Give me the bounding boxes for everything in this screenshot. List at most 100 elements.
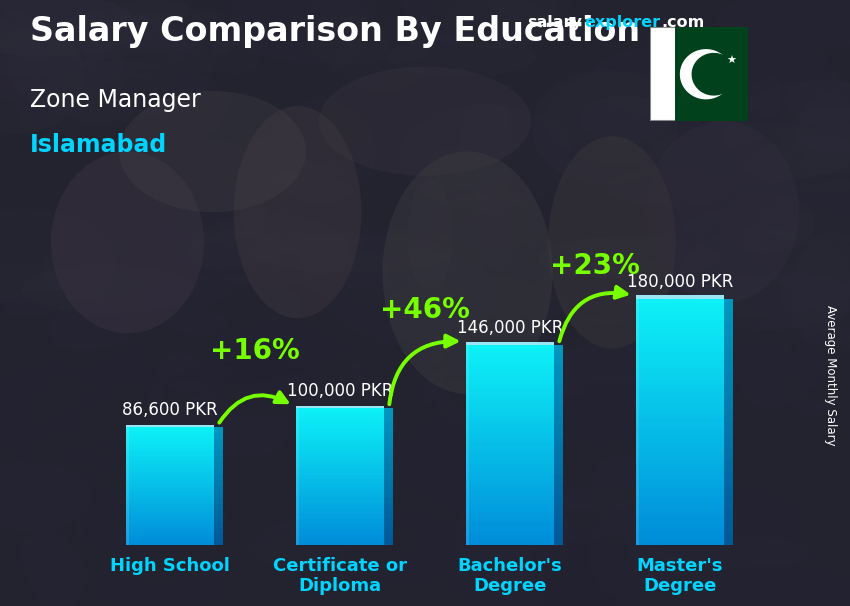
Bar: [214, 528, 223, 533]
Ellipse shape: [546, 381, 680, 458]
Ellipse shape: [0, 0, 139, 56]
Bar: [126, 437, 214, 439]
Bar: [214, 480, 223, 486]
Text: 100,000 PKR: 100,000 PKR: [286, 382, 394, 400]
Bar: [126, 468, 214, 470]
Bar: [126, 484, 214, 486]
Bar: [466, 495, 554, 499]
Bar: [296, 536, 384, 539]
Bar: [126, 472, 214, 474]
Bar: [724, 324, 733, 336]
Ellipse shape: [0, 263, 144, 304]
Ellipse shape: [104, 442, 210, 516]
Ellipse shape: [375, 217, 507, 271]
Ellipse shape: [511, 570, 641, 606]
Bar: [636, 529, 724, 533]
Bar: [296, 474, 384, 477]
Bar: [466, 362, 554, 365]
Ellipse shape: [432, 0, 569, 37]
Bar: [636, 492, 724, 496]
Bar: [636, 402, 724, 405]
Bar: [636, 361, 724, 365]
Bar: [466, 532, 554, 535]
Ellipse shape: [544, 339, 694, 427]
Ellipse shape: [382, 152, 552, 394]
Bar: [636, 422, 724, 426]
Bar: [214, 462, 223, 468]
Ellipse shape: [37, 438, 226, 554]
Bar: [636, 315, 724, 319]
Bar: [636, 381, 724, 385]
Bar: [296, 427, 384, 429]
Bar: [296, 488, 384, 491]
Bar: [554, 405, 563, 415]
Bar: [126, 541, 214, 544]
Bar: [636, 442, 724, 447]
Ellipse shape: [676, 565, 850, 606]
Bar: [724, 447, 733, 459]
Ellipse shape: [477, 334, 529, 395]
Bar: [126, 512, 214, 514]
Bar: [296, 424, 384, 427]
Ellipse shape: [141, 275, 302, 336]
Bar: [296, 472, 384, 474]
Ellipse shape: [663, 435, 782, 477]
Bar: [296, 433, 384, 436]
Bar: [384, 436, 393, 442]
Text: +23%: +23%: [550, 252, 640, 280]
Ellipse shape: [31, 373, 100, 488]
Bar: [126, 502, 214, 504]
Bar: [126, 536, 214, 538]
Bar: [126, 508, 214, 510]
Ellipse shape: [472, 238, 589, 321]
Ellipse shape: [462, 323, 598, 393]
Bar: [724, 311, 733, 324]
Bar: [636, 336, 724, 340]
Bar: [214, 439, 223, 445]
Bar: [384, 511, 393, 518]
Bar: [296, 500, 384, 502]
Ellipse shape: [496, 318, 688, 395]
Ellipse shape: [0, 210, 124, 292]
Ellipse shape: [588, 496, 717, 606]
Ellipse shape: [173, 165, 268, 243]
Bar: [466, 459, 554, 462]
Ellipse shape: [541, 249, 674, 323]
Bar: [554, 495, 563, 505]
Ellipse shape: [428, 195, 547, 251]
Ellipse shape: [632, 307, 824, 415]
Bar: [636, 393, 724, 398]
Ellipse shape: [110, 545, 220, 581]
Ellipse shape: [456, 482, 570, 591]
Ellipse shape: [786, 327, 850, 431]
Bar: [554, 515, 563, 525]
Text: explorer: explorer: [585, 15, 661, 30]
Bar: [384, 491, 393, 498]
Ellipse shape: [462, 80, 511, 201]
Bar: [636, 513, 724, 517]
Ellipse shape: [683, 0, 850, 25]
Bar: [636, 484, 724, 488]
Bar: [126, 533, 214, 536]
Bar: [126, 458, 214, 461]
Ellipse shape: [801, 122, 850, 153]
Bar: [126, 506, 214, 508]
Ellipse shape: [723, 81, 850, 192]
Bar: [466, 439, 554, 442]
Bar: [296, 507, 384, 509]
Bar: [126, 461, 214, 462]
Bar: [636, 299, 724, 303]
Bar: [724, 422, 733, 435]
Bar: [296, 422, 384, 424]
Bar: [636, 471, 724, 476]
Ellipse shape: [443, 0, 549, 51]
Bar: [126, 466, 214, 468]
Bar: [126, 482, 214, 484]
Bar: [554, 425, 563, 435]
Ellipse shape: [255, 235, 454, 273]
Ellipse shape: [496, 563, 543, 606]
Bar: [296, 407, 384, 408]
Bar: [466, 492, 554, 495]
Bar: [296, 539, 384, 541]
Bar: [636, 430, 724, 435]
